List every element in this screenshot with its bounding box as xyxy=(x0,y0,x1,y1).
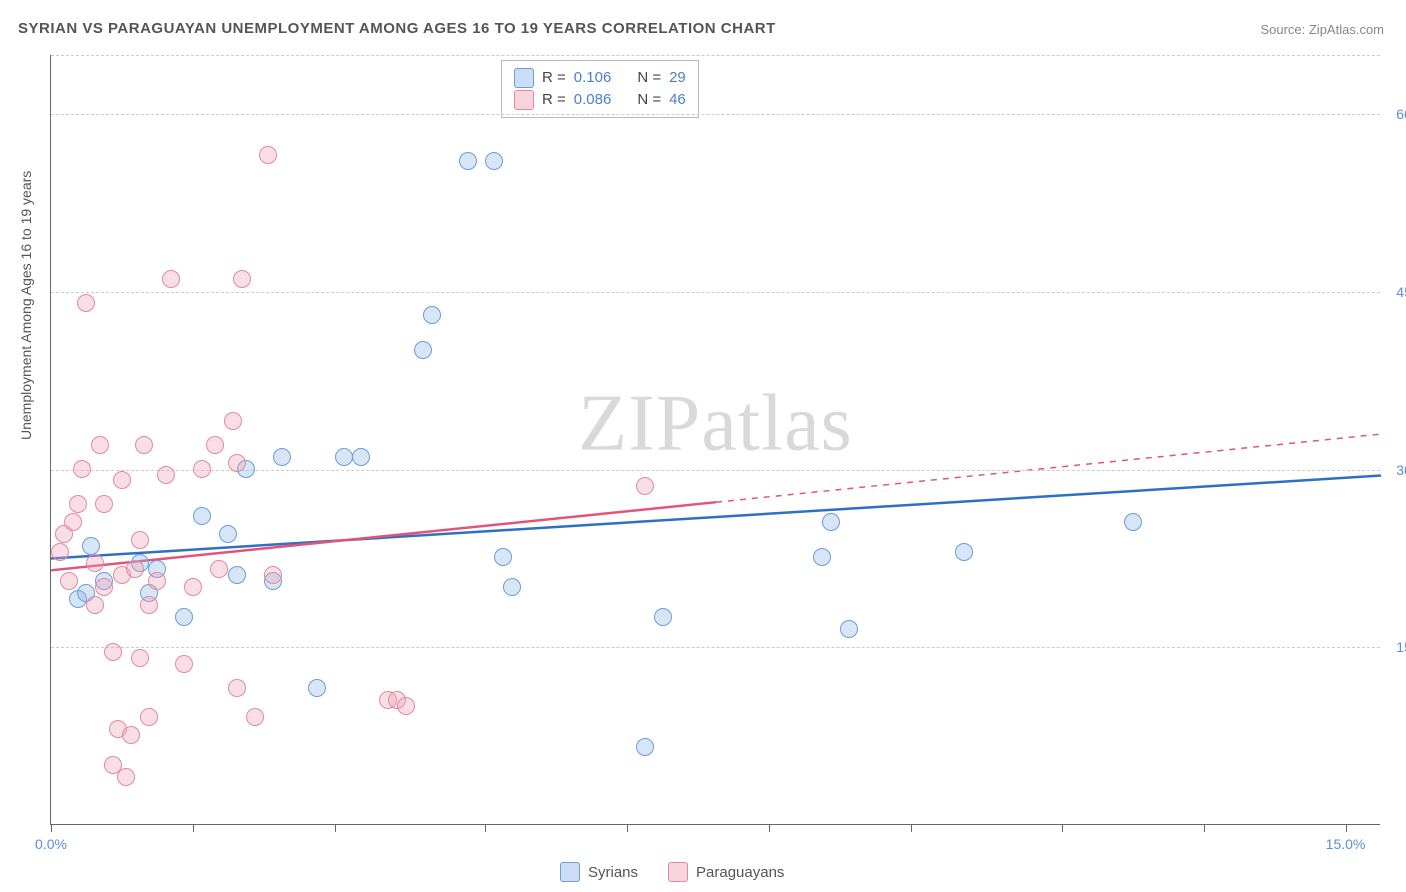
x-tick xyxy=(193,824,194,832)
scatter-point-syr xyxy=(494,548,512,566)
scatter-point-par xyxy=(636,477,654,495)
scatter-point-syr xyxy=(654,608,672,626)
y-tick-label: 45.0% xyxy=(1396,284,1406,300)
scatter-point-syr xyxy=(485,152,503,170)
scatter-point-par xyxy=(148,572,166,590)
scatter-point-syr xyxy=(840,620,858,638)
scatter-point-syr xyxy=(503,578,521,596)
scatter-point-par xyxy=(122,726,140,744)
x-tick xyxy=(1062,824,1063,832)
scatter-point-syr xyxy=(228,566,246,584)
scatter-point-par xyxy=(228,454,246,472)
scatter-point-par xyxy=(60,572,78,590)
x-tick xyxy=(1204,824,1205,832)
scatter-point-par xyxy=(246,708,264,726)
x-tick xyxy=(769,824,770,832)
scatter-point-par xyxy=(264,566,282,584)
scatter-point-par xyxy=(95,578,113,596)
scatter-point-par xyxy=(91,436,109,454)
legend-label: Syrians xyxy=(588,864,638,881)
gridline xyxy=(51,647,1380,648)
scatter-point-par xyxy=(140,596,158,614)
scatter-point-syr xyxy=(1124,513,1142,531)
legend-item-syrians: Syrians xyxy=(560,862,638,882)
plot-area: ZIPatlas R = 0.106 N = 29 R = 0.086 N = … xyxy=(50,55,1380,825)
legend-item-paraguayans: Paraguayans xyxy=(668,862,784,882)
scatter-point-syr xyxy=(955,543,973,561)
gridline xyxy=(51,292,1380,293)
scatter-point-syr xyxy=(822,513,840,531)
scatter-point-par xyxy=(73,460,91,478)
x-tick xyxy=(627,824,628,832)
y-tick-label: 30.0% xyxy=(1396,462,1406,478)
scatter-point-par xyxy=(140,708,158,726)
scatter-point-syr xyxy=(459,152,477,170)
scatter-point-par xyxy=(95,495,113,513)
scatter-point-syr xyxy=(352,448,370,466)
scatter-point-par xyxy=(157,466,175,484)
scatter-point-par xyxy=(162,270,180,288)
scatter-point-par xyxy=(117,768,135,786)
x-tick xyxy=(51,824,52,832)
y-tick-label: 60.0% xyxy=(1396,106,1406,122)
gridline xyxy=(51,55,1380,56)
scatter-point-par xyxy=(69,495,87,513)
x-tick xyxy=(1346,824,1347,832)
scatter-point-par xyxy=(206,436,224,454)
scatter-point-par xyxy=(113,471,131,489)
scatter-point-syr xyxy=(175,608,193,626)
x-tick-label: 0.0% xyxy=(35,836,67,852)
scatter-point-par xyxy=(175,655,193,673)
scatter-point-par xyxy=(86,554,104,572)
chart-title: SYRIAN VS PARAGUAYAN UNEMPLOYMENT AMONG … xyxy=(18,20,776,37)
scatter-point-par xyxy=(210,560,228,578)
trend-line-dashed-par xyxy=(716,434,1381,502)
y-axis-label: Unemployment Among Ages 16 to 19 years xyxy=(18,171,34,440)
scatter-point-par xyxy=(51,543,69,561)
scatter-point-syr xyxy=(636,738,654,756)
scatter-point-syr xyxy=(82,537,100,555)
scatter-point-par xyxy=(184,578,202,596)
scatter-point-syr xyxy=(813,548,831,566)
scatter-point-par xyxy=(131,531,149,549)
scatter-point-par xyxy=(228,679,246,697)
scatter-point-par xyxy=(77,294,95,312)
swatch-paraguayans-icon xyxy=(668,862,688,882)
scatter-point-par xyxy=(193,460,211,478)
y-tick-label: 15.0% xyxy=(1396,639,1406,655)
trend-line-par xyxy=(51,502,716,570)
scatter-point-par xyxy=(126,560,144,578)
chart-container: SYRIAN VS PARAGUAYAN UNEMPLOYMENT AMONG … xyxy=(0,0,1406,892)
scatter-point-par xyxy=(224,412,242,430)
source-label: Source: ZipAtlas.com xyxy=(1260,22,1384,37)
scatter-point-par xyxy=(397,697,415,715)
scatter-point-syr xyxy=(219,525,237,543)
scatter-point-syr xyxy=(414,341,432,359)
scatter-point-par xyxy=(135,436,153,454)
x-tick xyxy=(335,824,336,832)
scatter-point-syr xyxy=(335,448,353,466)
scatter-point-par xyxy=(131,649,149,667)
gridline xyxy=(51,114,1380,115)
legend-label: Paraguayans xyxy=(696,864,784,881)
swatch-syrians-icon xyxy=(560,862,580,882)
legend-bottom: Syrians Paraguayans xyxy=(560,862,784,882)
scatter-point-par xyxy=(64,513,82,531)
trend-line-syr xyxy=(51,476,1381,559)
x-tick xyxy=(485,824,486,832)
scatter-point-syr xyxy=(273,448,291,466)
scatter-point-syr xyxy=(193,507,211,525)
x-tick-label: 15.0% xyxy=(1326,836,1366,852)
scatter-point-syr xyxy=(308,679,326,697)
scatter-point-par xyxy=(259,146,277,164)
scatter-point-par xyxy=(104,643,122,661)
scatter-point-syr xyxy=(423,306,441,324)
scatter-point-par xyxy=(86,596,104,614)
x-tick xyxy=(911,824,912,832)
scatter-point-par xyxy=(233,270,251,288)
